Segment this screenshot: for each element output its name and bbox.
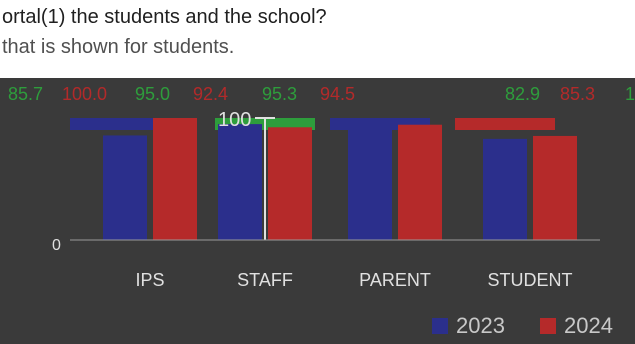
value-label: 85.3 [560, 84, 595, 104]
bar-2023-student [483, 138, 527, 240]
legend-swatch-2023 [432, 318, 448, 334]
value-label: 100.0 [62, 84, 107, 104]
legend-item-2024: 2024 [540, 313, 613, 339]
value-label: 92.4 [193, 84, 228, 104]
category-labels: IPS STAFF PARENT STUDENT [135, 270, 572, 290]
y-axis: 100 0 [52, 109, 600, 254]
value-labels: 85.7 100.0 95.0 92.4 95.3 94.5 82.9 85.3 1 [8, 84, 635, 104]
category-label-staff: STAFF [237, 270, 293, 290]
value-label: 94.5 [320, 84, 355, 104]
bar-2024-staff [268, 127, 312, 240]
bar-2024-student [533, 135, 577, 240]
category-label-parent: PARENT [359, 270, 431, 290]
value-label: 1 [625, 84, 635, 104]
bar-2024-parent [398, 124, 442, 240]
bars [103, 118, 577, 240]
ytick-bottom: 0 [52, 237, 61, 254]
top-strip-block [455, 118, 555, 130]
question-line-2: that is shown for students. [2, 36, 235, 58]
question-header: ortal(1) the students and the school? th… [0, 0, 635, 78]
value-label: 95.3 [262, 84, 297, 104]
survey-bar-chart: 85.7 100.0 95.0 92.4 95.3 94.5 82.9 85.3 1 100 0… [8, 84, 635, 290]
legend-swatch-2024 [540, 318, 556, 334]
ytick-top: 100 [218, 109, 251, 131]
legend-label-2023: 2023 [456, 313, 505, 338]
value-label: 95.0 [135, 84, 170, 104]
bar-2024-ips [153, 118, 197, 240]
bar-2023-ips [103, 135, 147, 240]
top-strip [70, 118, 555, 130]
legend-item-2023: 2023 [432, 313, 505, 339]
legend-label-2024: 2024 [564, 313, 613, 338]
value-label: 85.7 [8, 84, 43, 104]
bar-2023-staff [218, 124, 262, 240]
value-label: 82.9 [505, 84, 540, 104]
top-strip-block [70, 118, 170, 130]
question-line-1: ortal(1) the students and the school? [2, 6, 327, 28]
category-label-student: STUDENT [488, 270, 573, 290]
bar-2023-parent [348, 123, 392, 240]
category-label-ips: IPS [135, 270, 164, 290]
